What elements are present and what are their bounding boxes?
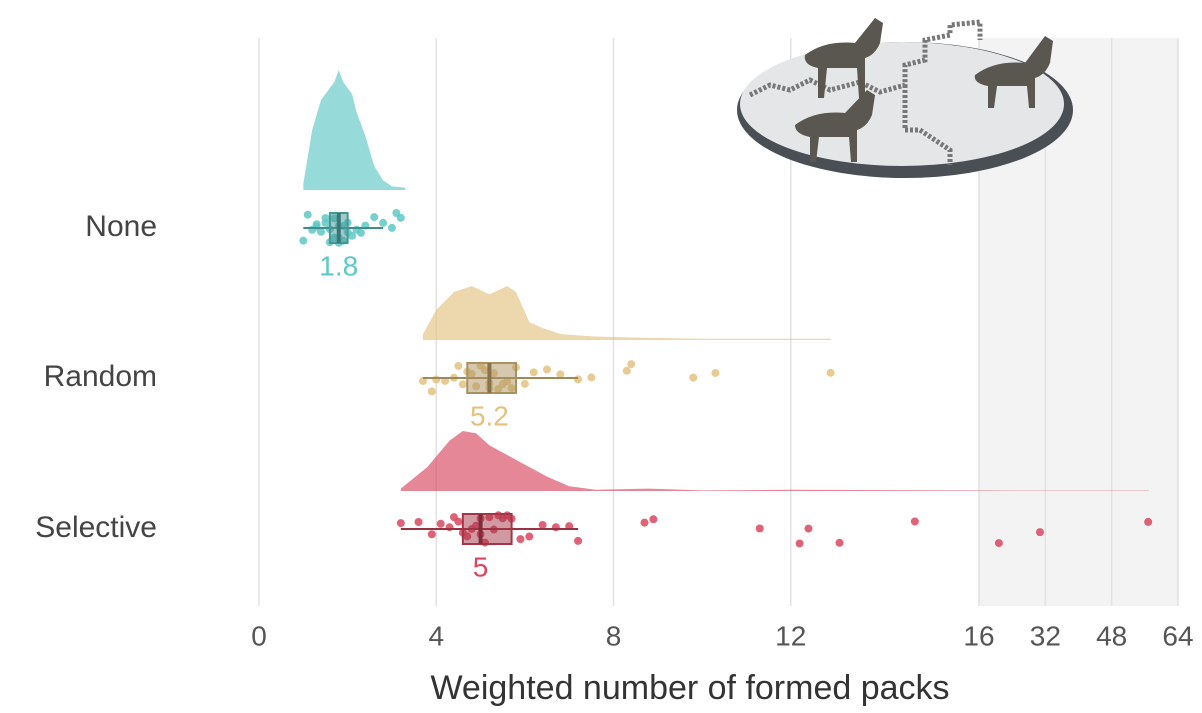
data-point [622,366,631,375]
x-axis-title: Weighted number of formed packs [430,669,949,707]
median-label: 1.8 [319,250,358,281]
data-point [458,380,467,389]
data-point [348,231,357,240]
data-point [299,236,308,245]
data-point [445,523,454,532]
data-point [303,210,312,219]
data-point [1144,517,1153,526]
data-point [994,539,1003,548]
data-point [454,361,463,370]
data-point [543,365,552,374]
category-label: Selective [35,511,157,544]
data-point [556,370,565,379]
density [400,431,1149,491]
data-point [436,519,445,528]
data-point [525,532,534,541]
data-point [356,228,365,237]
data-point [427,387,436,396]
x-tick-label: 8 [606,620,622,651]
x-tick-label: 12 [775,620,806,651]
data-point [1035,528,1044,537]
maze-wall [902,85,953,165]
data-point [689,373,698,382]
data-point [551,523,560,532]
data-point [755,524,764,533]
x-tick-label: 48 [1096,620,1127,651]
data-point [711,368,720,377]
box [466,362,518,394]
data-point [804,524,813,533]
data-point [795,539,804,548]
data-point [574,536,583,545]
data-point [370,213,379,222]
category-label: None [85,210,157,243]
data-point [379,218,388,227]
platform [740,42,1064,166]
data-point [516,535,525,544]
x-tick-label: 16 [963,620,994,651]
x-tick-label: 4 [428,620,444,651]
density [303,70,406,190]
data-point [826,368,835,377]
data-point [574,375,583,384]
x-tick-label: 0 [251,620,267,651]
data-point [387,223,396,232]
data-point [587,373,596,382]
data-point [427,530,436,539]
data-point [910,517,919,526]
data-point [396,213,405,222]
x-tick-label: 64 [1162,620,1193,651]
data-point [538,520,547,529]
density [422,286,831,340]
data-point [835,538,844,547]
data-point [432,375,441,384]
box [461,513,513,545]
wolf [795,18,1053,162]
data-point [317,227,326,236]
data-point [627,360,636,369]
data-point [321,218,330,227]
data-point [649,515,658,524]
data-point [520,379,529,388]
data-point [640,518,649,527]
data-point [396,519,405,528]
data-point [454,517,463,526]
median-label: 5 [473,551,489,582]
data-point [414,517,423,526]
category-label: Random [44,360,157,393]
x-tick-label: 32 [1030,620,1061,651]
median-label: 5.2 [470,400,509,431]
wolf-illustration [737,18,1073,178]
data-point [529,368,538,377]
